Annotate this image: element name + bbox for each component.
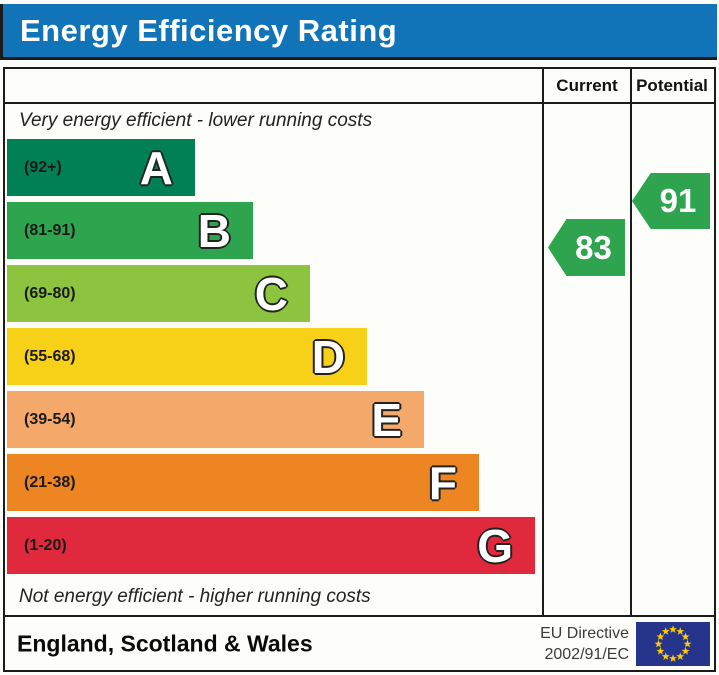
footer: England, Scotland & Wales EU Directive 2…: [3, 617, 716, 672]
band-range-label: (81-91): [24, 221, 76, 239]
eu-directive-label: EU Directive 2002/91/EC: [540, 623, 629, 665]
band-row-g: (1-20) G: [7, 517, 535, 574]
potential-rating-arrow: 91: [632, 173, 710, 229]
band-range-label: (92+): [24, 158, 62, 176]
potential-column-header: Potential: [636, 76, 708, 95]
potential-column-divider: [630, 69, 632, 615]
eu-flag-icon: [636, 622, 710, 666]
band-row-d: (55-68) D: [7, 328, 367, 385]
band-letter: B: [197, 204, 231, 257]
band-row-b: (81-91) B: [7, 202, 253, 259]
potential-rating-value: 91: [659, 182, 697, 219]
top-note: Very energy efficient - lower running co…: [19, 110, 373, 131]
band-range-label: (1-20): [24, 536, 67, 554]
band-row-e: (39-54) E: [7, 391, 424, 448]
band-range-label: (69-80): [24, 284, 76, 302]
band-letter: G: [477, 519, 513, 572]
bottom-note: Not energy efficient - higher running co…: [19, 586, 371, 607]
band-letter: E: [371, 393, 402, 446]
region-label: England, Scotland & Wales: [17, 630, 313, 656]
current-rating-arrow: 83: [548, 219, 625, 276]
current-rating-value: 83: [575, 228, 612, 266]
band-range-label: (21-38): [24, 473, 76, 491]
current-column-divider: [542, 69, 544, 615]
band-row-c: (69-80) C: [7, 265, 310, 322]
band-letter: F: [428, 456, 457, 509]
band-row-f: (21-38) F: [7, 454, 479, 511]
current-column-header: Current: [556, 76, 618, 95]
column-header-row: Current Potential: [5, 69, 714, 104]
eu-directive-line2: 2002/91/EC: [544, 645, 629, 663]
energy-rating-chart: Current Potential Very energy efficient …: [3, 67, 716, 617]
band-letter: A: [139, 141, 173, 194]
band-range-label: (55-68): [24, 347, 76, 365]
band-range-label: (39-54): [24, 410, 76, 428]
band-row-a: (92+) A: [7, 139, 195, 196]
band-letter: C: [254, 267, 288, 320]
eu-directive-line1: EU Directive: [540, 624, 629, 642]
band-letter: D: [311, 330, 345, 383]
page-title: Energy Efficiency Rating: [20, 12, 398, 48]
title-bar: Energy Efficiency Rating: [0, 4, 717, 60]
